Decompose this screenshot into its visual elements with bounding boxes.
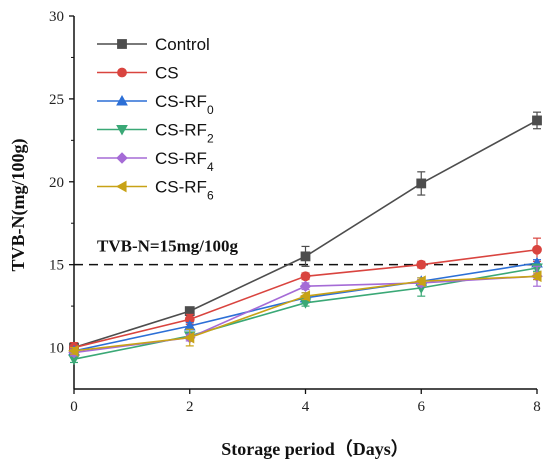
data-point-cs-rf6 — [299, 290, 311, 303]
legend-item-cs-rf6: CS-RF6 — [97, 178, 214, 203]
data-point-control — [532, 115, 542, 126]
x-tick-label: 0 — [70, 399, 78, 415]
x-tick-label: 8 — [533, 399, 541, 415]
y-axis-title: TVB-N(mg/100g) — [8, 139, 29, 272]
series-group — [68, 111, 543, 366]
data-point-cs — [300, 271, 311, 282]
legend-marker — [116, 180, 127, 193]
y-tick-label: 25 — [49, 92, 64, 108]
data-point-cs — [532, 244, 542, 255]
legend-marker — [117, 67, 127, 78]
data-point-cs-rf6 — [68, 345, 79, 357]
legend-label: CS — [155, 64, 179, 83]
x-tick-label: 4 — [302, 399, 310, 415]
series-control — [69, 111, 542, 353]
x-axis-title: Storage period（Days） — [221, 439, 409, 459]
axes: 0 2 4 6 8 10 15 20 25 30 — [49, 9, 541, 415]
series-cs-rf6 — [68, 270, 542, 357]
data-point-cs-rf4 — [299, 280, 312, 292]
legend-label: CS-RF6 — [155, 178, 214, 203]
legend-marker — [116, 95, 128, 106]
legend-item-cs-rf4: CS-RF4 — [97, 149, 214, 174]
legend-marker — [116, 124, 128, 136]
y-tick-label: 30 — [49, 9, 64, 25]
y-tick-label: 10 — [49, 341, 64, 357]
legend-marker — [116, 152, 128, 164]
x-tick-label: 6 — [418, 399, 426, 415]
legend-item-cs-rf2: CS-RF2 — [97, 121, 214, 146]
legend-marker — [117, 39, 127, 49]
y-tick-label: 20 — [49, 175, 64, 191]
legend-label: CS-RF4 — [155, 149, 214, 174]
series-line-control — [73, 119, 538, 349]
data-point-cs-rf6 — [415, 275, 426, 288]
legend-label: Control — [155, 35, 210, 54]
legend-label: CS-RF0 — [155, 92, 214, 117]
data-point-cs-rf6 — [183, 331, 195, 344]
legend-item-cs-rf0: CS-RF0 — [97, 92, 214, 117]
data-point-cs — [416, 259, 427, 270]
data-point-cs-rf6 — [531, 270, 542, 283]
legend-item-cs: CS — [97, 64, 179, 83]
legend-label: CS-RF2 — [155, 121, 214, 146]
reference-line-label: TVB-N=15mg/100g — [97, 237, 238, 256]
y-tick-label: 15 — [49, 258, 64, 274]
legend-item-control: Control — [97, 35, 210, 54]
x-tick-label: 2 — [186, 399, 194, 415]
data-point-control — [416, 178, 427, 189]
data-point-control — [300, 251, 311, 262]
legend: Control CS CS-RF0 CS-RF2 CS-RF4 CS-RF6 — [97, 35, 214, 203]
